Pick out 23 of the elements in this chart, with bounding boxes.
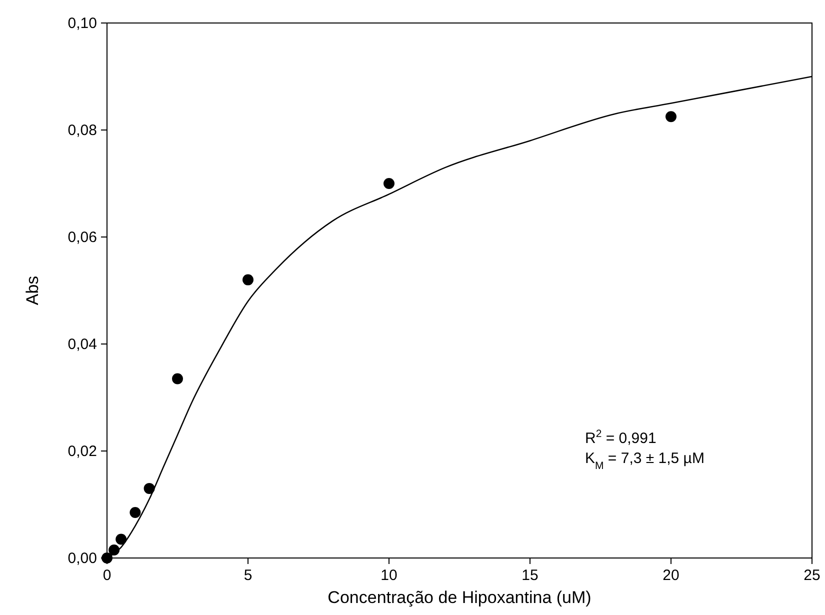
- annotation: R$^{2}$ = 0,991: [585, 428, 656, 447]
- x-tick-label: 0: [102, 567, 112, 584]
- x-tick-label: 10: [380, 567, 398, 584]
- y-tick-label: 0,00: [68, 550, 97, 567]
- y-tick-label: 0,04: [68, 336, 97, 353]
- annotation: K$_{M}$ = 7,3 ± 1,5 µM: [585, 450, 704, 472]
- x-axis-title: Concentração de Hipoxantina (uM): [328, 588, 592, 607]
- y-tick-label: 0,02: [68, 443, 97, 460]
- point: [144, 482, 155, 494]
- y-tick-label: 0,08: [68, 122, 97, 139]
- point: [666, 111, 676, 122]
- x-tick-label: 15: [522, 567, 538, 584]
- x-tick-label: 20: [662, 567, 680, 584]
- point: [384, 178, 394, 189]
- y-tick-label: 0,06: [68, 229, 97, 246]
- point: [172, 373, 183, 384]
- y-tick-label: 0,10: [68, 15, 97, 32]
- x-tick-label: 5: [244, 567, 252, 584]
- point: [242, 274, 254, 286]
- x-tick-label: 25: [804, 567, 820, 584]
- y-axis-title: Abs: [23, 276, 42, 306]
- point: [130, 507, 141, 518]
- point: [116, 534, 127, 545]
